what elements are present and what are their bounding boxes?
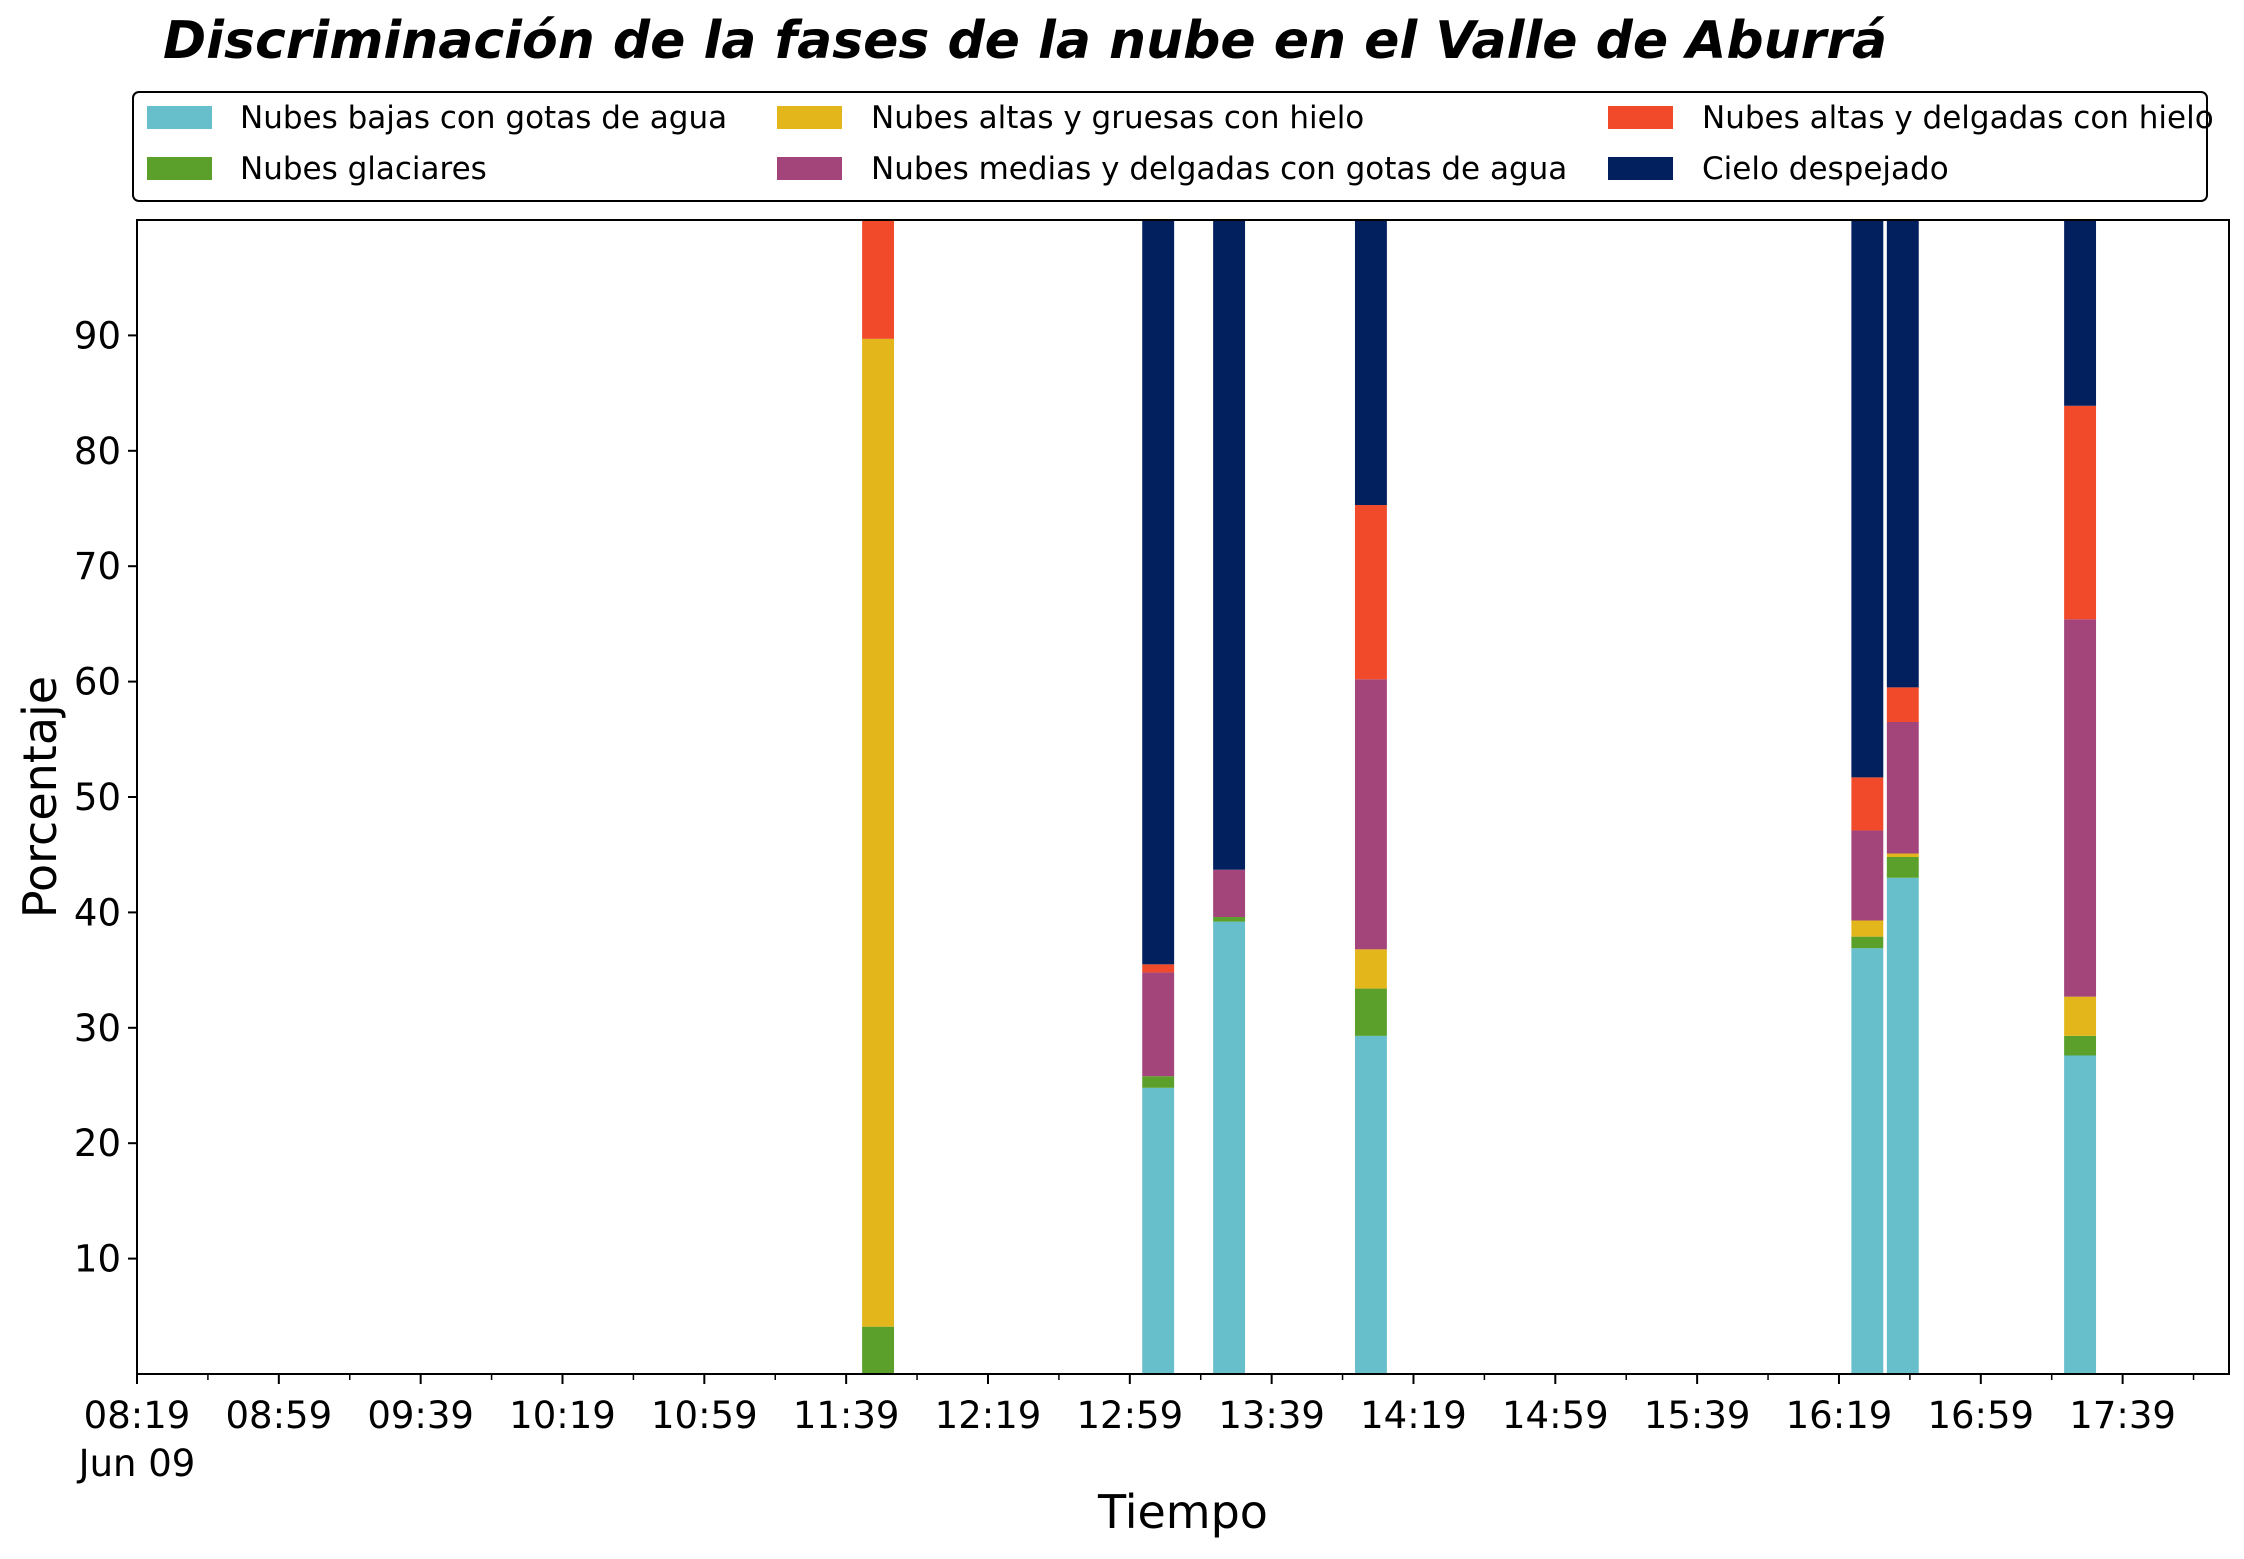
bar-segment-5-0 [1886, 877, 1919, 1374]
y-axis-label: Porcentaje [13, 676, 67, 918]
y-tick-label-3: 40 [74, 891, 121, 934]
x-tick-label-11: 15:39 [1644, 1394, 1751, 1437]
x-tick-label-1: 08:59 [226, 1394, 333, 1437]
bar-segment-4-5 [1851, 220, 1884, 778]
x-tick-label-3: 10:19 [509, 1394, 616, 1437]
bar-segment-5-3 [1886, 721, 1919, 854]
y-tick-label-8: 90 [74, 314, 121, 357]
bar-segment-0-1 [862, 1326, 895, 1374]
bar-segment-1-1 [1142, 1076, 1175, 1088]
x-tick-label-0: 08:19 [84, 1394, 191, 1437]
x-axis-label: Tiempo [1097, 1485, 1268, 1539]
legend: Nubes bajas con gotas de agua Nubes glac… [132, 91, 2214, 202]
bar-segment-4-2 [1851, 920, 1884, 937]
bar-segment-3-0 [1354, 1035, 1387, 1374]
bars [862, 220, 2097, 1374]
x-tick-label-10: 14:59 [1502, 1394, 1609, 1437]
x-tick-label-6: 12:19 [935, 1394, 1042, 1437]
axis-ticks: 10 20 30 40 50 60 70 80 90 08:19 Jun 09 08:59 09:39 1… [74, 314, 2195, 1485]
legend-swatch-3 [777, 157, 842, 180]
bar-segment-4-4 [1851, 777, 1884, 831]
bar-segment-4-1 [1851, 936, 1884, 949]
bar-segment-3-3 [1354, 679, 1387, 950]
bar-segment-5-5 [1886, 220, 1919, 688]
legend-swatch-0 [147, 106, 212, 129]
y-tick-label-5: 60 [74, 661, 121, 704]
bar-segment-1-0 [1142, 1087, 1175, 1374]
bar-segment-6-5 [2064, 220, 2097, 406]
legend-swatch-4 [1608, 106, 1673, 129]
bar-segment-3-1 [1354, 988, 1387, 1036]
bar-segment-0-2 [862, 338, 895, 1327]
bar-segment-2-5 [1213, 220, 1246, 870]
x-tick-label-4: 10:59 [651, 1394, 758, 1437]
x-tick-label-9: 14:19 [1360, 1394, 1467, 1437]
bar-segment-1-3 [1142, 972, 1175, 1077]
bar-segment-2-3 [1213, 869, 1246, 918]
x-tick-label-12: 16:19 [1786, 1394, 1893, 1437]
bar-segment-6-3 [2064, 619, 2097, 997]
x-tick-label-13: 16:59 [1927, 1394, 2034, 1437]
bar-segment-4-0 [1851, 948, 1884, 1374]
x-tick-label-8: 13:39 [1218, 1394, 1325, 1437]
x-tick-label-7: 12:59 [1076, 1394, 1183, 1437]
y-tick-label-7: 80 [74, 430, 121, 473]
legend-label-0: Nubes bajas con gotas de agua [240, 100, 727, 136]
y-tick-label-0: 10 [74, 1238, 121, 1281]
y-tick-label-1: 20 [74, 1122, 121, 1165]
bar-segment-0-4 [862, 220, 895, 339]
bar-segment-2-0 [1213, 921, 1246, 1374]
legend-swatch-1 [147, 157, 212, 180]
legend-label-1: Nubes glaciares [240, 151, 487, 187]
chart-title: Discriminación de la fases de la nube en… [163, 11, 1887, 71]
bar-segment-3-4 [1354, 505, 1387, 680]
legend-frame [132, 91, 2208, 202]
bar-segment-5-1 [1886, 857, 1919, 878]
legend-swatch-2 [777, 106, 842, 129]
bar-segment-5-4 [1886, 687, 1919, 722]
y-tick-label-2: 30 [74, 1007, 121, 1050]
x-tick-label-5: 11:39 [793, 1394, 900, 1437]
bar-segment-1-4 [1142, 964, 1175, 973]
bar-segment-2-1 [1213, 917, 1246, 922]
legend-label-5: Cielo despejado [1702, 151, 1949, 187]
legend-label-3: Nubes medias y delgadas con gotas de agu… [871, 151, 1567, 187]
legend-label-2: Nubes altas y gruesas con hielo [871, 100, 1364, 136]
legend-label-4: Nubes altas y delgadas con hielo [1702, 100, 2214, 136]
x-tick-label-2: 09:39 [367, 1394, 474, 1437]
bar-segment-3-5 [1354, 220, 1387, 506]
bar-segment-5-2 [1886, 853, 1919, 858]
x-tick-label-14: 17:39 [2069, 1394, 2176, 1437]
x-tick-sublabel-0: Jun 09 [77, 1442, 196, 1485]
legend-swatch-5 [1608, 157, 1673, 180]
y-tick-label-4: 50 [74, 776, 121, 819]
bar-segment-6-0 [2064, 1055, 2097, 1374]
bar-segment-1-5 [1142, 220, 1175, 965]
bar-segment-6-2 [2064, 996, 2097, 1036]
bar-segment-4-3 [1851, 830, 1884, 921]
y-tick-label-6: 70 [74, 545, 121, 588]
bar-segment-6-4 [2064, 405, 2097, 620]
bar-segment-6-1 [2064, 1035, 2097, 1056]
plot-frame [136, 219, 2230, 1375]
bar-segment-3-2 [1354, 949, 1387, 989]
